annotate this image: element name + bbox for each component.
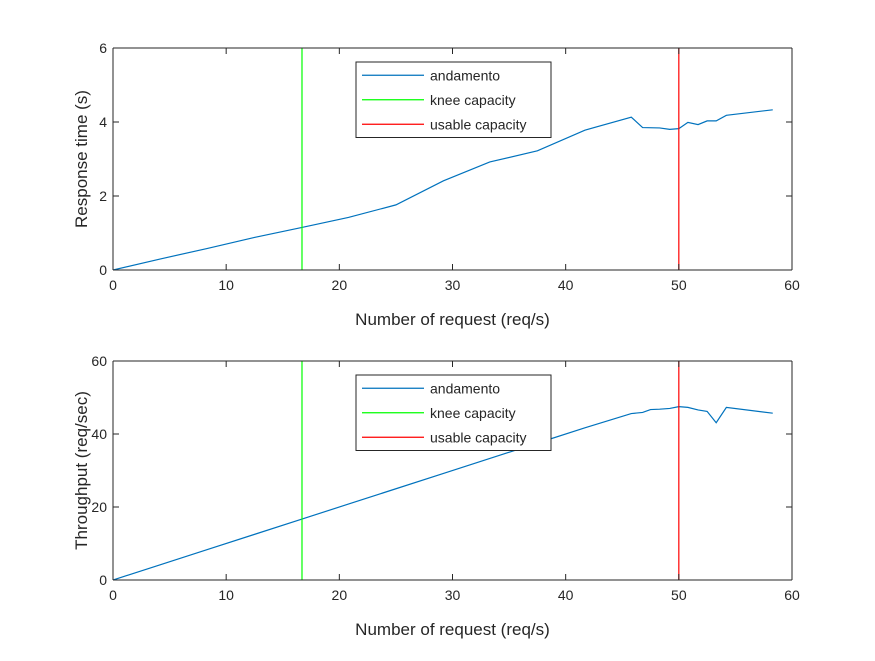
y-tick-label: 60 bbox=[91, 353, 107, 369]
y-tick-label: 0 bbox=[99, 262, 107, 278]
x-axis-label: Number of request (req/s) bbox=[355, 310, 550, 329]
x-tick-label: 20 bbox=[332, 277, 348, 293]
legend-label: knee capacity bbox=[430, 92, 516, 108]
x-tick-label: 20 bbox=[332, 587, 348, 603]
y-axis-label: Throughput (req/sec) bbox=[72, 391, 91, 550]
legend-label: usable capacity bbox=[430, 429, 527, 445]
x-tick-label: 50 bbox=[671, 587, 687, 603]
y-tick-label: 2 bbox=[99, 188, 107, 204]
legend: andamento knee capacity usable capacity bbox=[355, 374, 552, 451]
x-tick-label: 0 bbox=[109, 587, 117, 603]
legend-label: usable capacity bbox=[430, 116, 527, 132]
y-tick-label: 4 bbox=[99, 114, 107, 130]
y-axis-label: Response time (s) bbox=[72, 90, 91, 228]
chart-panel-2: 0 10 20 30 40 50 60 0 20 40 60 Number of request (r… bbox=[72, 353, 800, 639]
x-tick-label: 40 bbox=[558, 277, 574, 293]
legend-label: knee capacity bbox=[430, 405, 516, 421]
y-tick-label: 0 bbox=[99, 572, 107, 588]
x-tick-label: 30 bbox=[445, 587, 461, 603]
x-axis-label: Number of request (req/s) bbox=[355, 620, 550, 639]
y-tick-label: 20 bbox=[91, 499, 107, 515]
x-tick-label: 0 bbox=[109, 277, 117, 293]
x-tick-label: 60 bbox=[784, 277, 800, 293]
y-tick-label: 40 bbox=[91, 426, 107, 442]
x-tick-label: 60 bbox=[784, 587, 800, 603]
legend-label: andamento bbox=[430, 67, 500, 83]
x-tick-label: 30 bbox=[445, 277, 461, 293]
y-tick-label: 6 bbox=[99, 40, 107, 56]
legend: andamento knee capacity usable capacity bbox=[355, 61, 552, 138]
series-line-andamento bbox=[113, 406, 773, 580]
x-tick-label: 10 bbox=[218, 277, 234, 293]
x-tick-label: 40 bbox=[558, 587, 574, 603]
legend-label: andamento bbox=[430, 380, 500, 396]
x-tick-label: 50 bbox=[671, 277, 687, 293]
chart-panel-1: 0 10 20 30 40 50 60 0 2 4 6 Number of request (req/… bbox=[72, 40, 800, 329]
x-tick-label: 10 bbox=[218, 587, 234, 603]
series-line-andamento bbox=[113, 109, 773, 270]
